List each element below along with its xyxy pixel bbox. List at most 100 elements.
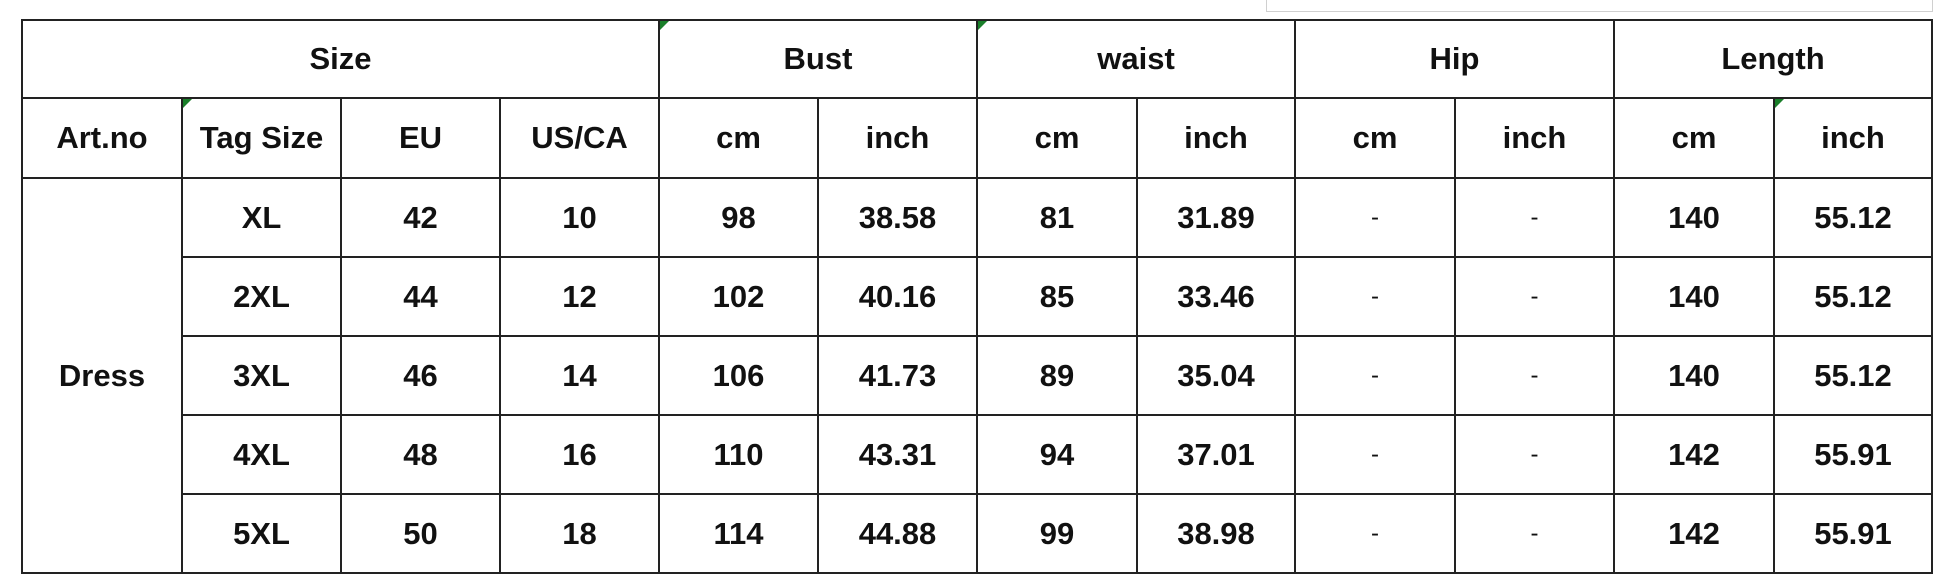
table-cell: 44 xyxy=(340,256,501,337)
subheader-cell: inch xyxy=(1136,97,1296,179)
table-cell: 38.58 xyxy=(817,177,978,258)
subheader-cell: cm xyxy=(1613,97,1775,179)
table-cell: - xyxy=(1294,493,1456,574)
table-cell: 94 xyxy=(976,414,1138,495)
subheader-label: cm xyxy=(1034,120,1080,155)
table-cell: - xyxy=(1454,335,1615,416)
table-row: 5XL 50 18 114 44.88 99 38.98- -142 55.91 xyxy=(22,493,1933,574)
table-cell: 140 xyxy=(1613,177,1775,258)
table-cell: 98 xyxy=(658,177,819,258)
table-cell: 99 xyxy=(976,493,1138,574)
table-cell: 38.98 xyxy=(1136,493,1296,574)
subheader-label: US/CA xyxy=(531,120,628,155)
header-hip: Hip xyxy=(1294,19,1615,99)
comment-marker-icon xyxy=(1775,99,1784,108)
table-cell: 55.91 xyxy=(1773,414,1933,495)
group-header-row: Size Bust waist Hip Length xyxy=(21,19,1933,99)
header-waist: waist xyxy=(976,19,1296,99)
subheader-cell: Art.no xyxy=(21,97,183,179)
table-cell: - xyxy=(1294,256,1456,337)
table-cell: 43.31 xyxy=(817,414,978,495)
header-bust-label: Bust xyxy=(783,41,853,76)
comment-marker-icon xyxy=(183,99,192,108)
header-size: Size xyxy=(21,19,660,99)
subheader-cell: cm xyxy=(658,97,819,179)
table-cell: - xyxy=(1454,256,1615,337)
comment-marker-icon xyxy=(978,21,987,30)
table-cell: 55.91 xyxy=(1773,493,1933,574)
table-cell: 40.16 xyxy=(817,256,978,337)
table-row: 4XL 48 16 110 43.31 94 37.01- -142 55.91 xyxy=(22,414,1933,495)
subheader-cell: cm xyxy=(976,97,1138,179)
table-row: 2XL 44 12 102 40.16 85 33.46- -140 55.12 xyxy=(22,256,1933,337)
table-cell: 46 xyxy=(340,335,501,416)
spreadsheet-cell-strip xyxy=(1266,0,1933,12)
table-cell: 18 xyxy=(499,493,660,574)
table-cell: 14 xyxy=(499,335,660,416)
subheader-cell: inch xyxy=(1454,97,1615,179)
subheader-label: cm xyxy=(716,120,761,155)
table-cell: 48 xyxy=(340,414,501,495)
subheader-cell: EU xyxy=(340,97,501,179)
table-cell: 16 xyxy=(499,414,660,495)
table-cell: 55.12 xyxy=(1773,256,1933,337)
table-cell: 12 xyxy=(499,256,660,337)
table-cell: 37.01 xyxy=(1136,414,1296,495)
table-cell: 50 xyxy=(340,493,501,574)
subheader-label: Tag Size xyxy=(199,120,324,155)
sub-header-row: Art.no Tag Size EU US/CA cm inch cm inch cm inch c… xyxy=(21,97,1933,179)
table-cell: 140 xyxy=(1613,256,1775,337)
subheader-label: EU xyxy=(398,120,443,155)
table-cell: 81 xyxy=(976,177,1138,258)
subheader-label: cm xyxy=(1671,120,1717,155)
table-cell: 110 xyxy=(658,414,819,495)
table-cell: 142 xyxy=(1613,414,1775,495)
subheader-cell: inch xyxy=(817,97,978,179)
table-cell: 35.04 xyxy=(1136,335,1296,416)
subheader-label: cm xyxy=(1352,120,1398,155)
table-cell: 89 xyxy=(976,335,1138,416)
table-cell: 10 xyxy=(499,177,660,258)
subheader-label: Art.no xyxy=(56,120,148,155)
table-cell: 140 xyxy=(1613,335,1775,416)
size-chart-table: Size Bust waist Hip Length Art.no Tag Siz… xyxy=(21,19,1933,574)
table-cell: 3XL xyxy=(181,335,342,416)
table-cell: 4XL xyxy=(181,414,342,495)
table-cell: - xyxy=(1294,414,1456,495)
table-cell: - xyxy=(1454,177,1615,258)
table-cell: 42 xyxy=(340,177,501,258)
subheader-cell: Tag Size xyxy=(181,97,342,179)
table-cell: - xyxy=(1454,414,1615,495)
table-cell: 41.73 xyxy=(817,335,978,416)
table-cell: 102 xyxy=(658,256,819,337)
comment-marker-icon xyxy=(660,21,669,30)
subheader-cell: US/CA xyxy=(499,97,660,179)
table-cell: 2XL xyxy=(181,256,342,337)
table-row: Dress XL 42 10 98 38.58 81 31.89- -140 55.12 xyxy=(21,177,1933,574)
table-cell: 55.12 xyxy=(1773,335,1933,416)
table-cell: 55.12 xyxy=(1773,177,1933,258)
table-cell: XL xyxy=(181,177,342,258)
subheader-label: inch xyxy=(1184,120,1248,155)
header-length: Length xyxy=(1613,19,1933,99)
table-cell: 106 xyxy=(658,335,819,416)
header-waist-label: waist xyxy=(1097,41,1175,76)
table-cell: 85 xyxy=(976,256,1138,337)
table-row: 3XL 46 14 106 41.73 89 35.04- -140 55.12 xyxy=(22,335,1933,416)
subheader-cell: inch xyxy=(1773,97,1933,179)
header-bust: Bust xyxy=(658,19,978,99)
subheader-label: inch xyxy=(865,120,930,155)
table-cell: 142 xyxy=(1613,493,1775,574)
table-cell: 44.88 xyxy=(817,493,978,574)
table-cell: - xyxy=(1294,335,1456,416)
art-no-cell: Dress xyxy=(21,177,183,574)
table-cell: - xyxy=(1294,177,1456,258)
subheader-cell: cm xyxy=(1294,97,1456,179)
table-cell: 5XL xyxy=(181,493,342,574)
table-cell: 31.89 xyxy=(1136,177,1296,258)
table-cell: 114 xyxy=(658,493,819,574)
table-cell: - xyxy=(1454,493,1615,574)
subheader-label: inch xyxy=(1502,120,1567,155)
table-cell: 33.46 xyxy=(1136,256,1296,337)
subheader-label: inch xyxy=(1821,120,1885,155)
